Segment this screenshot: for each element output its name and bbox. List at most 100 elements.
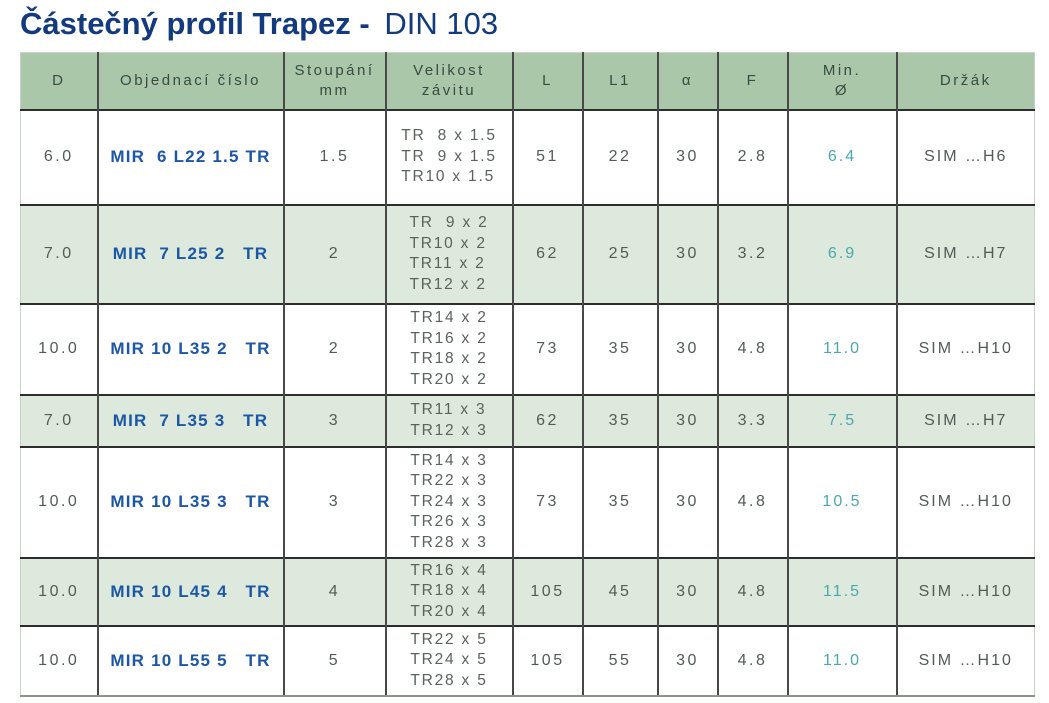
thread-size-list: TR22 x 5 TR24 x 5 TR28 x 5 xyxy=(410,630,488,689)
cell-d: 7.0 xyxy=(20,203,98,304)
cell-holder: SIM …H7 xyxy=(895,393,1035,447)
cell-thread: TR14 x 3 TR22 x 3 TR24 x 3 TR26 x 3 TR28… xyxy=(384,445,513,558)
cell-alpha: 30 xyxy=(656,203,718,304)
cell-l: 62 xyxy=(511,203,583,304)
cell-f: 4.8 xyxy=(716,445,788,558)
cell-alpha: 30 xyxy=(656,556,718,626)
cell-f: 3.2 xyxy=(716,203,788,304)
cell-d: 6.0 xyxy=(20,108,98,205)
cell-alpha: 30 xyxy=(656,393,718,447)
cell-thread: TR14 x 2 TR16 x 2 TR18 x 2 TR20 x 2 xyxy=(384,302,513,395)
page-title-standard: DIN 103 xyxy=(384,6,499,41)
cell-alpha: 30 xyxy=(656,445,718,558)
column-header-alpha: α xyxy=(656,52,718,110)
page-title-main: Částečný profil Trapez - xyxy=(20,6,370,41)
cell-thread: TR 8 x 1.5 TR 9 x 1.5 TR10 x 1.5 xyxy=(384,108,513,205)
thread-size-list: TR 9 x 2 TR10 x 2 TR11 x 2 TR12 x 2 xyxy=(409,214,489,293)
cell-order: MIR 10 L35 2 TR xyxy=(96,302,284,395)
column-header-pitch: Stoupání mm xyxy=(282,52,386,110)
column-header-min-dia: Min. Ø xyxy=(786,52,897,110)
cell-d: 10.0 xyxy=(20,624,98,697)
cell-l: 73 xyxy=(511,302,583,395)
column-header-f: F xyxy=(716,52,788,110)
cell-l1: 35 xyxy=(581,445,658,558)
cell-pitch: 3 xyxy=(282,445,386,558)
cell-l: 62 xyxy=(511,393,583,447)
column-header-d: D xyxy=(20,52,98,110)
cell-order: MIR 10 L35 3 TR xyxy=(96,445,284,558)
cell-thread: TR16 x 4 TR18 x 4 TR20 x 4 xyxy=(384,556,513,626)
table-row: 10.0 MIR 10 L35 2 TR 2 TR14 x 2 TR16 x 2 TR… xyxy=(20,302,1035,395)
cell-min_dia: 10.5 xyxy=(786,445,897,558)
cell-l1: 25 xyxy=(581,203,658,304)
cell-order: MIR 7 L35 3 TR xyxy=(96,393,284,447)
cell-f: 4.8 xyxy=(716,302,788,395)
cell-holder: SIM …H7 xyxy=(895,203,1035,304)
cell-f: 3.3 xyxy=(716,393,788,447)
cell-pitch: 1.5 xyxy=(282,108,386,205)
cell-l1: 22 xyxy=(581,108,658,205)
cell-thread: TR22 x 5 TR24 x 5 TR28 x 5 xyxy=(384,624,513,697)
cell-l1: 55 xyxy=(581,624,658,697)
thread-size-list: TR11 x 3 TR12 x 3 xyxy=(410,401,488,439)
cell-min_dia: 11.0 xyxy=(786,302,897,395)
cell-d: 10.0 xyxy=(20,445,98,558)
cell-holder: SIM …H10 xyxy=(895,556,1035,626)
cell-f: 2.8 xyxy=(716,108,788,205)
column-header-holder: Držák xyxy=(895,52,1035,110)
cell-order: MIR 10 L55 5 TR xyxy=(96,624,284,697)
table-row: 10.0 MIR 10 L55 5 TR 5 TR22 x 5 TR24 x 5 TR… xyxy=(20,624,1035,697)
cell-pitch: 2 xyxy=(282,203,386,304)
cell-holder: SIM …H10 xyxy=(895,302,1035,395)
cell-order: MIR 6 L22 1.5 TR xyxy=(96,108,284,205)
table-row: 10.0 MIR 10 L35 3 TR 3 TR14 x 3 TR22 x 3 TR… xyxy=(20,445,1035,558)
cell-l1: 35 xyxy=(581,302,658,395)
cell-holder: SIM …H10 xyxy=(895,624,1035,697)
column-header-order: Objednací číslo xyxy=(96,52,284,110)
cell-l: 51 xyxy=(511,108,583,205)
cell-order: MIR 7 L25 2 TR xyxy=(96,203,284,304)
cell-pitch: 5 xyxy=(282,624,386,697)
cell-pitch: 2 xyxy=(282,302,386,395)
cell-l1: 45 xyxy=(581,556,658,626)
thread-size-list: TR16 x 4 TR18 x 4 TR20 x 4 xyxy=(410,561,488,620)
cell-min_dia: 11.0 xyxy=(786,624,897,697)
cell-min_dia: 6.9 xyxy=(786,203,897,304)
cell-holder: SIM …H6 xyxy=(895,108,1035,205)
cell-holder: SIM …H10 xyxy=(895,445,1035,558)
thread-size-list: TR 8 x 1.5 TR 9 x 1.5 TR10 x 1.5 xyxy=(401,127,497,186)
cell-pitch: 3 xyxy=(282,393,386,447)
table-row: 7.0 MIR 7 L25 2 TR 2 TR 9 x 2 TR10 x 2 TR11… xyxy=(20,203,1035,304)
cell-pitch: 4 xyxy=(282,556,386,626)
cell-f: 4.8 xyxy=(716,624,788,697)
table-header: D Objednací číslo Stoupání mm Velikost z… xyxy=(20,52,1035,110)
cell-alpha: 30 xyxy=(656,624,718,697)
cell-d: 7.0 xyxy=(20,393,98,447)
cell-l1: 35 xyxy=(581,393,658,447)
table-row: 7.0 MIR 7 L35 3 TR 3 TR11 x 3 TR12 x 3 62 35 3… xyxy=(20,393,1035,447)
thread-size-list: TR14 x 3 TR22 x 3 TR24 x 3 TR26 x 3 TR28… xyxy=(410,452,488,551)
table-row: 6.0 MIR 6 L22 1.5 TR 1.5 TR 8 x 1.5 TR 9 x … xyxy=(20,108,1035,205)
column-header-thread: Velikost závitu xyxy=(384,52,513,110)
table-body: 6.0 MIR 6 L22 1.5 TR 1.5 TR 8 x 1.5 TR 9 x … xyxy=(20,108,1035,697)
product-table: D Objednací číslo Stoupání mm Velikost z… xyxy=(20,51,1035,697)
cell-min_dia: 11.5 xyxy=(786,556,897,626)
cell-l: 105 xyxy=(511,624,583,697)
cell-l: 105 xyxy=(511,556,583,626)
table-header-row: D Objednací číslo Stoupání mm Velikost z… xyxy=(20,52,1035,110)
cell-alpha: 30 xyxy=(656,302,718,395)
cell-f: 4.8 xyxy=(716,556,788,626)
cell-d: 10.0 xyxy=(20,302,98,395)
cell-d: 10.0 xyxy=(20,556,98,626)
cell-alpha: 30 xyxy=(656,108,718,205)
column-header-l1: L1 xyxy=(581,52,658,110)
cell-min_dia: 7.5 xyxy=(786,393,897,447)
column-header-l: L xyxy=(511,52,583,110)
thread-size-list: TR14 x 2 TR16 x 2 TR18 x 2 TR20 x 2 xyxy=(410,309,488,388)
table-row: 10.0 MIR 10 L45 4 TR 4 TR16 x 4 TR18 x 4 TR… xyxy=(20,556,1035,626)
cell-min_dia: 6.4 xyxy=(786,108,897,205)
cell-thread: TR11 x 3 TR12 x 3 xyxy=(384,393,513,447)
cell-order: MIR 10 L45 4 TR xyxy=(96,556,284,626)
cell-l: 73 xyxy=(511,445,583,558)
